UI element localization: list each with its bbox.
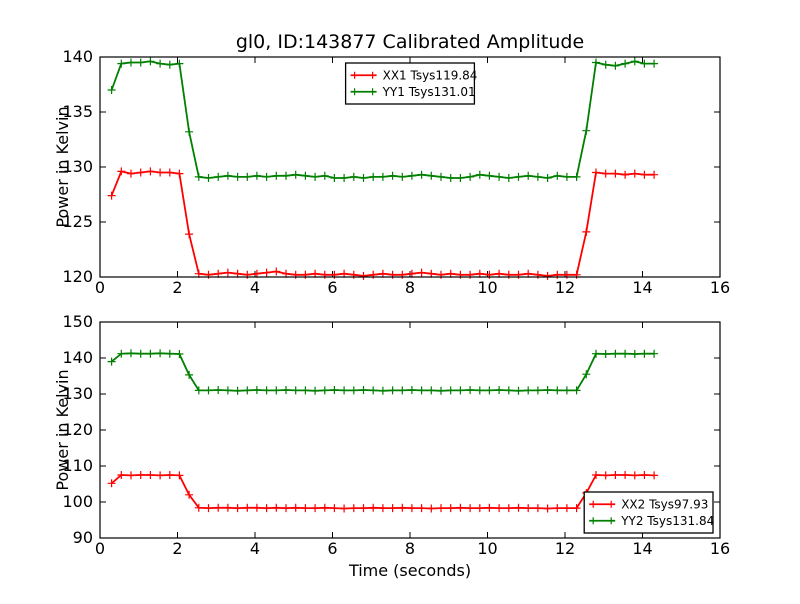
y-tick-label: 120 [62,267,93,286]
x-tick-label: 16 [710,539,730,558]
x-tick-label: 2 [172,278,182,297]
y-tick-label: 130 [62,384,93,403]
x-tick-label: 10 [477,539,497,558]
series-markers-yy2 [107,349,659,395]
legend-label: YY2 Tsys131.84 [620,514,714,528]
chart-title: gl0, ID:143877 Calibrated Amplitude [236,31,584,53]
top-y-axis-label: Power in Kelvin [53,106,72,227]
y-tick-label: 140 [62,47,93,66]
legend-sample-marker [351,71,377,79]
series-markers-xx2 [107,471,659,513]
axes-bottom: 0 2 4 6 8 10 12 14 16 90 100 110 120 130 140 150 XX2 Tsy… [62,312,730,558]
x-tick-label: 2 [172,539,182,558]
x-tick-label: 14 [632,278,652,297]
bottom-y-axis-label: Power in Kelvin [53,369,72,490]
y-tick-label: 140 [62,348,93,367]
y-tick-label: 125 [62,212,93,231]
legend-label: YY1 Tsys131.01 [382,85,476,99]
legend-sample-marker [589,517,615,525]
y-tick-label: 100 [62,492,93,511]
axes-spines [99,321,721,539]
x-tick-label: 4 [250,539,260,558]
x-tick-label: 0 [95,539,105,558]
x-tick-label: 14 [632,539,652,558]
legend: XX2 Tsys97.93 YY2 Tsys131.84 [583,491,714,534]
y-tick-label: 130 [62,157,93,176]
series-markers-xx1 [107,167,659,280]
y-tick-label: 90 [73,528,93,547]
legend-sample-marker [589,500,615,508]
x-tick-label: 16 [710,278,730,297]
legend: XX1 Tsys119.84 YY1 Tsys131.01 [344,62,478,105]
x-tick-label: 8 [405,278,415,297]
legend-box [583,491,714,534]
series-markers-yy1 [107,57,659,182]
legend-box [344,62,476,105]
x-tick-label: 0 [95,278,105,297]
axes-top: 0 2 4 6 8 10 12 14 16 120 125 130 135 140 XX1 Tsys119.… [62,47,730,297]
y-tick-label: 120 [62,420,93,439]
legend-label: XX1 Tsys119.84 [383,68,478,82]
x-tick-label: 10 [477,278,497,297]
x-tick-label: 6 [327,539,337,558]
legend-label: XX2 Tsys97.93 [621,497,708,511]
y-tick-label: 135 [62,102,93,121]
legend-sample-marker [351,88,377,96]
x-tick-label: 4 [250,278,260,297]
y-tick-label: 110 [62,456,93,475]
x-tick-label: 6 [327,278,337,297]
x-axis-label: Time (seconds) [348,561,471,580]
axes-spines [99,56,721,278]
x-tick-label: 12 [555,278,575,297]
x-tick-label: 12 [555,539,575,558]
y-tick-label: 150 [62,312,93,331]
x-tick-label: 8 [405,539,415,558]
